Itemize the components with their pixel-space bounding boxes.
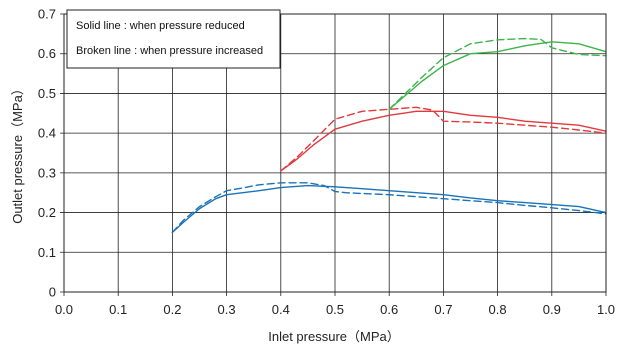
x-tick-label: 0.0 (55, 302, 73, 317)
series-line-1-dashed (171, 182, 607, 234)
x-tick-label: 0.5 (326, 302, 344, 317)
y-tick-label: 0.4 (38, 126, 56, 141)
x-tick-label: 0.6 (380, 302, 398, 317)
x-tick-labels: 0.0 0.1 0.2 0.3 0.4 0.5 0.6 0.7 0.8 0.9 1.0 (55, 302, 615, 317)
x-tick-label: 0.2 (163, 302, 181, 317)
series-layer (171, 37, 607, 234)
series-line-2-solid (280, 110, 607, 172)
series-line-0-solid (171, 184, 607, 234)
x-tick-label: 0.4 (272, 302, 290, 317)
y-tick-label: 0.7 (38, 7, 56, 22)
y-tick-label: 0.5 (38, 86, 56, 101)
y-tick-label: 0.6 (38, 46, 56, 61)
legend-solid-line-text: Solid line : when pressure reduced (76, 20, 245, 32)
legend: Solid line : when pressure reduced Broke… (66, 9, 281, 69)
x-tick-label: 0.1 (109, 302, 127, 317)
x-tick-label: 1.0 (597, 302, 615, 317)
y-tick-labels: 0 0.1 0.2 0.3 0.4 0.5 0.6 0.7 (38, 7, 56, 300)
y-tick-label: 0.1 (38, 245, 56, 260)
x-tick-label: 0.3 (218, 302, 236, 317)
x-axis-title: Inlet pressure（MPa） (268, 329, 400, 344)
y-tick-label: 0.3 (38, 165, 56, 180)
series-line-4-solid (388, 41, 607, 111)
series-line-5-dashed (388, 37, 607, 111)
series-line-3-dashed (280, 106, 607, 172)
x-tick-label: 0.9 (543, 302, 561, 317)
y-axis-title: Outlet pressure（MPa） (10, 82, 25, 224)
legend-broken-line-text: Broken line : when pressure increased (76, 45, 263, 57)
y-tick-label: 0.2 (38, 205, 56, 220)
legend-box (66, 9, 281, 69)
y-tick-label: 0 (49, 285, 56, 300)
plot-frame (63, 13, 607, 293)
x-tick-label: 0.7 (434, 302, 452, 317)
x-tick-label: 0.8 (489, 302, 507, 317)
